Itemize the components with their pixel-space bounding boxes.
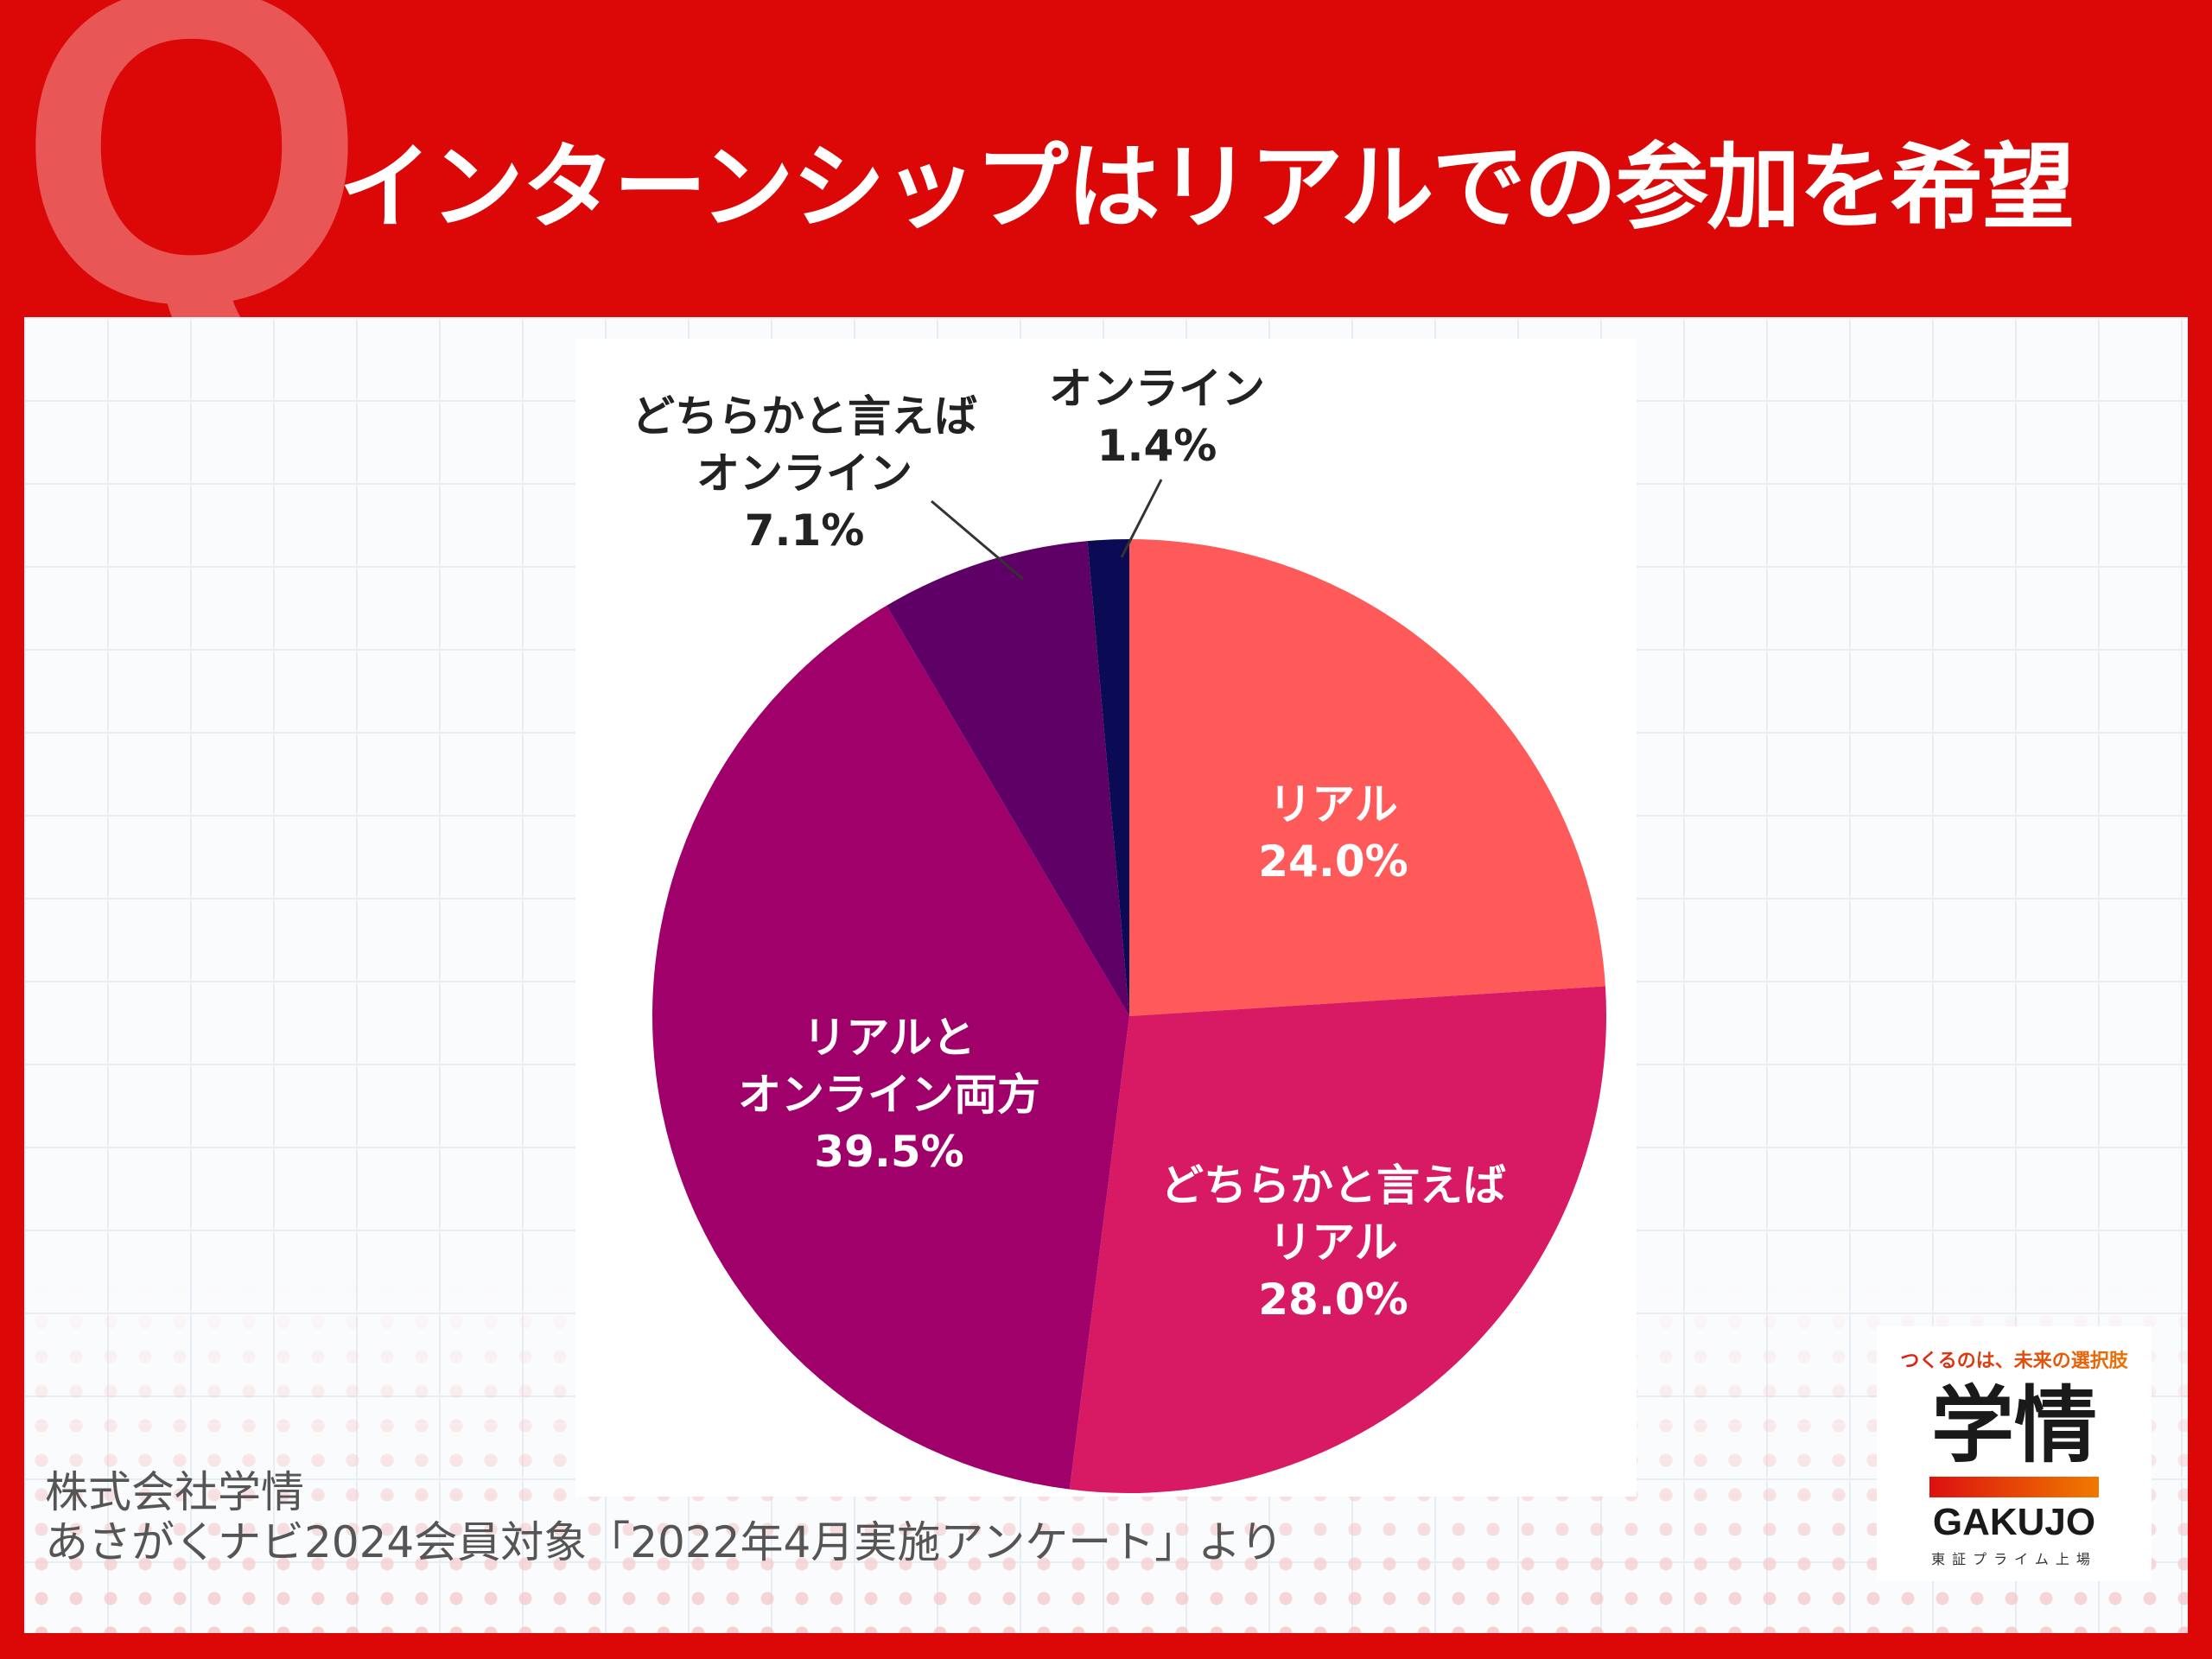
pie-slice (1129, 539, 1605, 1016)
pie-slice (1087, 539, 1129, 1016)
slice-label: リアルとオンライン両方 39.5% (738, 1013, 1040, 1177)
slice-label: リアル 24.0% (1258, 779, 1408, 887)
slice-name-label: リアルと (803, 1013, 976, 1063)
logo-name-jp: 学情 (1931, 1377, 2097, 1474)
slice-name-label: オンライン両方 (738, 1070, 1040, 1120)
pie-slice (1069, 986, 1606, 1493)
slice-value-label: 1.4% (1097, 421, 1217, 471)
source-note: 株式会社学情 あさがくナビ2024会員対象「2022年4月実施アンケート」より (45, 1467, 1283, 1567)
page-title: インターンシップはリアルでの参加を希望 (339, 134, 2075, 242)
slice-name-label: オンライン (1049, 364, 1265, 414)
slice-value-label: 28.0% (1258, 1274, 1408, 1325)
leader-line (931, 499, 1024, 581)
source-company: 株式会社学情 (45, 1467, 304, 1517)
source-survey: あさがくナビ2024会員対象「2022年4月実施アンケート」より (45, 1517, 1284, 1567)
slice-label: どちらかと言えばリアル 28.0% (1160, 1160, 1506, 1325)
slice-name-label: どちらかと言えば (1160, 1160, 1506, 1211)
pie-chart: リアル 24.0% どちらかと言えばリアル 28.0% リアルとオンライン両方 39.5%… (575, 339, 1637, 1497)
logo-tagline: つくるのは、未来の選択肢 (1877, 1345, 2152, 1373)
logo-name-en: GAKUJO (1932, 1501, 2096, 1543)
leader-line (1120, 479, 1163, 558)
q-mark: Q (17, 0, 367, 397)
slice-name-label: リアル (1268, 779, 1398, 830)
slice-value-label: 7.1% (745, 505, 865, 556)
slice-label: どちらかと言えばオンライン 7.1% (632, 391, 977, 556)
gakujo-logo: つくるのは、未来の選択肢 学情 GAKUJO 東証プライム上場 (1877, 1326, 2152, 1581)
slice-value-label: 24.0% (1258, 836, 1408, 887)
slice-name-label: オンライン (696, 448, 912, 499)
slice-name-label: リアル (1268, 1217, 1398, 1268)
pie-slice (652, 605, 1129, 1490)
pie-slice (887, 541, 1129, 1016)
logo-listing: 東証プライム上場 (1931, 1551, 2097, 1567)
slice-value-label: 39.5% (814, 1127, 963, 1177)
logo-bar (1929, 1477, 2099, 1497)
slice-name-label: どちらかと言えば (632, 391, 977, 442)
pie-svg: リアル 24.0%どちらかと言えばリアル 28.0%リアルとオンライン両方 39.5%… (632, 364, 1606, 1493)
slice-label: オンライン 1.4% (1049, 364, 1265, 471)
